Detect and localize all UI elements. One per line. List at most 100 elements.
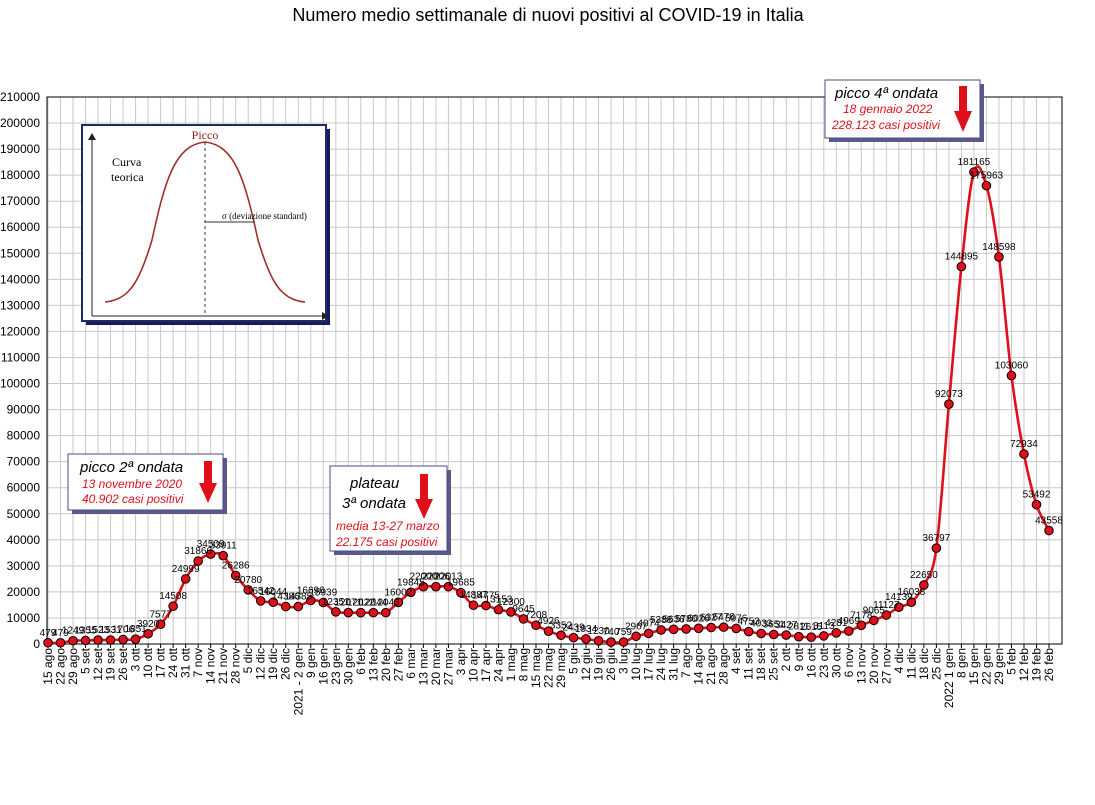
data-point xyxy=(881,610,892,620)
x-tick-label: 11 set xyxy=(742,647,756,679)
data-label: 2967 xyxy=(625,621,648,632)
x-tick-label: 27 mar xyxy=(441,648,455,685)
data-label: 53492 xyxy=(1023,490,1051,501)
x-tick-label: 7 ago xyxy=(679,648,693,678)
x-tick-label: 31 ott xyxy=(179,647,193,678)
data-label: 1851 xyxy=(124,624,147,635)
data-point xyxy=(831,628,842,638)
x-tick-label: 14 nov xyxy=(204,648,218,684)
data-label: 175963 xyxy=(970,171,1004,182)
data-label: 14385 xyxy=(284,592,312,603)
data-point xyxy=(393,597,404,608)
data-label: 16002 xyxy=(384,587,412,598)
data-point xyxy=(1019,449,1029,459)
data-label: 22650 xyxy=(910,570,938,581)
data-point xyxy=(368,607,379,618)
x-tick-label: 22 mag xyxy=(542,648,556,688)
data-point xyxy=(356,607,366,618)
annotation-wave-4: picco 4ª ondata 18 gennaio 2022 228.123 … xyxy=(824,79,984,142)
data-point xyxy=(255,596,266,606)
data-label: 2439 xyxy=(562,623,585,634)
x-tick-label: 3 apr xyxy=(454,648,468,675)
x-tick-label: 4 dic xyxy=(892,648,906,673)
data-label: 34509 xyxy=(197,539,225,550)
chart-title: Numero medio settimanale di nuovi positi… xyxy=(292,5,804,25)
y-tick-label: 160000 xyxy=(0,220,40,234)
data-label: 2811 xyxy=(788,622,810,633)
data-point xyxy=(381,607,391,618)
data-point xyxy=(406,587,416,598)
data-point xyxy=(118,634,128,645)
data-point xyxy=(280,601,291,612)
data-point xyxy=(969,167,979,177)
data-label: 4969 xyxy=(838,616,861,627)
inset-sigma-label: σ (deviazione standard) xyxy=(222,211,307,221)
data-label: 16696 xyxy=(297,586,325,597)
x-tick-label: 22 gen xyxy=(979,648,993,685)
x-tick-label: 20 nov xyxy=(867,648,881,684)
x-tick-label: 16 ott xyxy=(804,647,818,678)
data-label: 5780 xyxy=(675,614,698,625)
data-label: 7178 xyxy=(850,610,873,621)
data-point xyxy=(543,626,554,636)
data-point xyxy=(493,604,504,615)
data-label: 12043 xyxy=(372,598,400,609)
x-tick-label: 19 giu xyxy=(592,648,606,681)
x-tick-label: 30 gen xyxy=(341,648,355,685)
data-label: 148598 xyxy=(982,242,1016,253)
annotation-wave-2: picco 2ª ondata 13 novembre 2020 40.902 … xyxy=(67,453,227,514)
annotation-wave-2-cases: 40.902 casi positivi xyxy=(82,492,184,506)
data-point xyxy=(431,581,441,592)
annotation-wave-2-title: picco 2ª ondata xyxy=(79,459,183,476)
data-point xyxy=(981,180,992,191)
data-label: 31866 xyxy=(184,546,212,557)
arrow-down-icon xyxy=(199,461,217,503)
x-tick-label: 28 nov xyxy=(229,648,243,684)
x-tick-label: 18 dic xyxy=(917,648,931,680)
y-tick-label: 80000 xyxy=(7,429,41,443)
data-point xyxy=(681,624,691,634)
x-tick-label: 13 feb xyxy=(366,648,380,682)
data-point xyxy=(656,625,666,635)
x-tick-label: 29 gen xyxy=(992,648,1006,685)
data-point xyxy=(606,637,616,647)
y-tick-label: 200000 xyxy=(0,116,40,130)
data-label: 1706 xyxy=(112,625,135,636)
x-tick-label: 20 mar xyxy=(429,648,443,685)
annotation-wave-4-date: 18 gennaio 2022 xyxy=(843,102,933,116)
x-tick-label: 2 ott xyxy=(779,647,793,671)
data-label: 4281 xyxy=(825,618,848,629)
y-tick-label: 210000 xyxy=(0,90,40,104)
data-point xyxy=(130,634,141,644)
x-tick-label: 11 dic xyxy=(904,648,918,679)
y-tick-label: 150000 xyxy=(0,246,40,260)
data-label: 19845 xyxy=(397,577,425,588)
data-point xyxy=(293,601,304,612)
x-tick-label: 15 ago xyxy=(41,648,55,685)
data-label: 1531 xyxy=(99,625,122,636)
x-tick-label: 13 nov xyxy=(854,648,868,684)
y-tick-label: 40000 xyxy=(7,533,41,547)
x-tick-label: 19 set xyxy=(104,647,118,680)
data-point xyxy=(706,622,716,633)
data-point xyxy=(944,399,954,409)
data-point xyxy=(68,635,78,646)
data-point xyxy=(168,601,178,612)
data-point xyxy=(631,631,641,642)
x-tick-label: 7 nov xyxy=(191,648,205,677)
data-label: 5388 xyxy=(650,615,673,626)
x-tick-label: 6 feb xyxy=(354,648,368,675)
y-tick-label: 10000 xyxy=(7,611,41,625)
data-point xyxy=(481,600,491,611)
arrow-down-icon xyxy=(415,474,433,519)
x-tick-label: 28 ago xyxy=(717,648,731,685)
data-point xyxy=(931,543,942,553)
data-label: 1355 xyxy=(74,625,97,636)
x-tick-label: 18 set xyxy=(754,647,768,680)
data-label: 9065 xyxy=(863,605,886,616)
annotation-wave-3-title-2: 3ª ondata xyxy=(342,495,406,512)
data-point xyxy=(343,607,354,618)
data-point xyxy=(894,602,904,612)
inset-curve-label-1: Curva xyxy=(112,155,142,169)
